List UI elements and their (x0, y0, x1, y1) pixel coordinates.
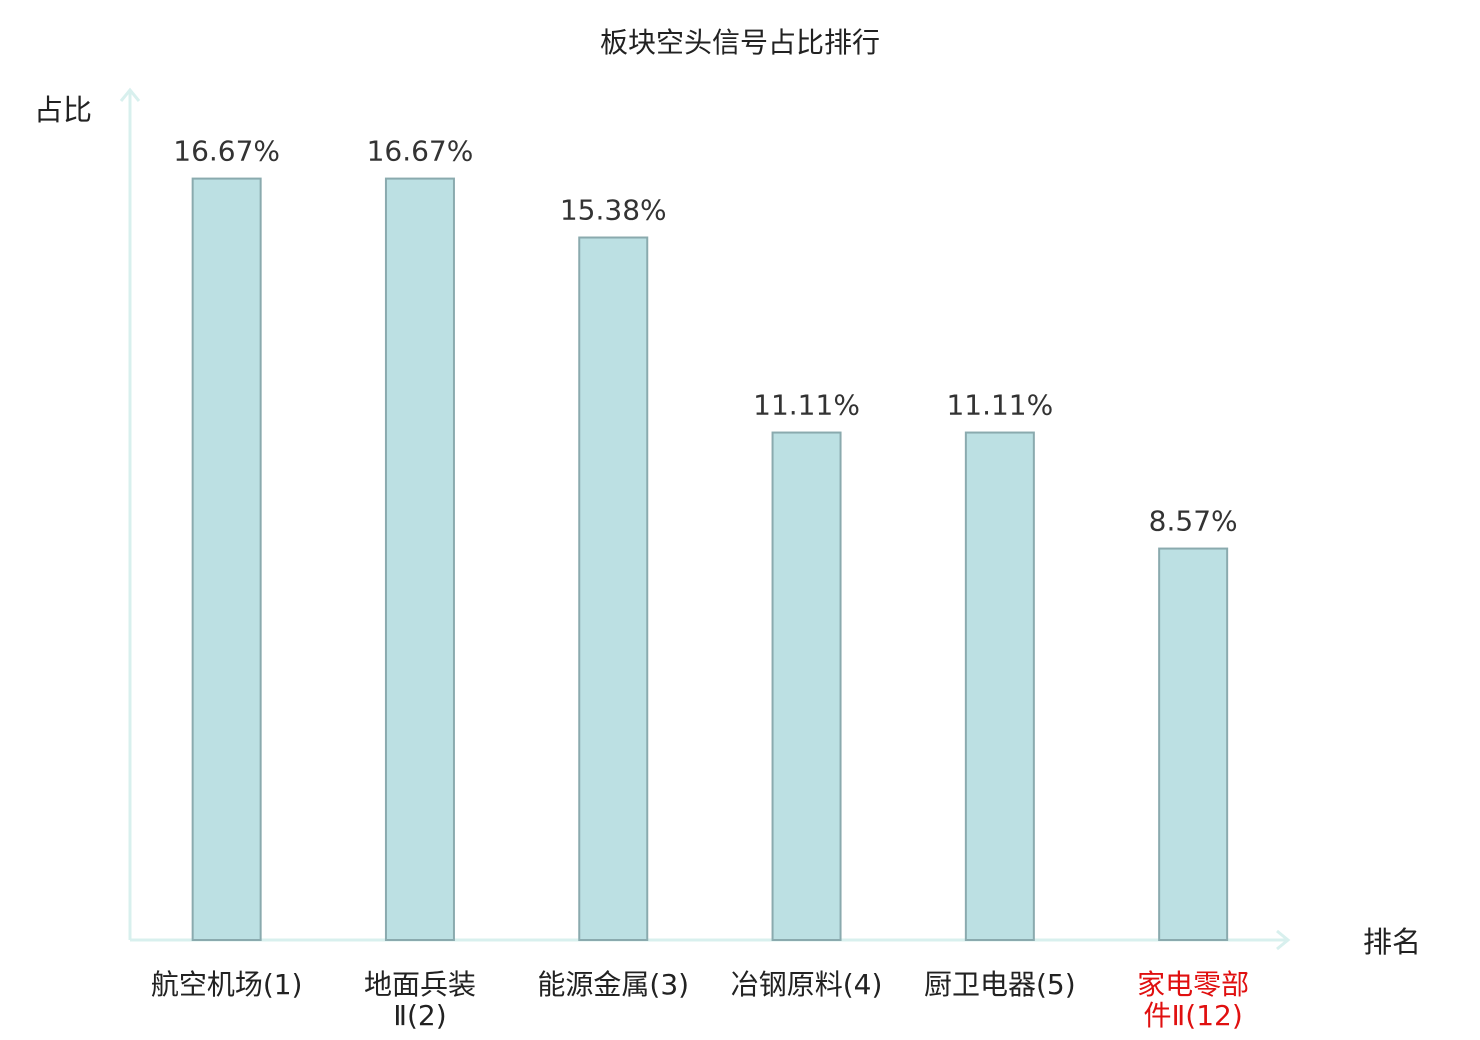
value-labels-group: 16.67% 16.67% 15.38% 11.11% 11.11% 8.57% (173, 135, 1237, 538)
bar-value-label: 15.38% (560, 194, 667, 227)
x-tick-label: 能源金属(3) (537, 968, 689, 1001)
bars-group (191, 177, 1229, 941)
bar-value-label: 11.11% (946, 389, 1053, 422)
bar (384, 177, 455, 941)
bar-value-label: 8.57% (1149, 505, 1238, 538)
x-tick-label: 地面兵装 (364, 968, 476, 1001)
bar-value-label: 11.11% (753, 389, 860, 422)
bar (578, 236, 649, 941)
y-axis-arrow (119, 87, 141, 102)
x-tick-label: 件Ⅱ(12) (1144, 999, 1243, 1032)
bar (191, 177, 262, 941)
bar (771, 431, 842, 941)
bar-value-label: 16.67% (173, 135, 280, 168)
x-axis-arrow (1276, 929, 1291, 951)
chart-title: 板块空头信号占比排行 (600, 26, 880, 59)
bar (1158, 547, 1229, 941)
x-tick-label: 厨卫电器(5) (924, 968, 1076, 1001)
axes (119, 87, 1291, 951)
y-axis-label: 占比 (34, 93, 92, 127)
x-axis-label: 排名 (1363, 925, 1421, 959)
x-tick-label: 家电零部 (1137, 968, 1249, 1001)
x-tick-label: 冶钢原料(4) (731, 968, 883, 1001)
bar-value-label: 16.67% (367, 135, 474, 168)
x-tick-label: Ⅱ(2) (393, 999, 446, 1032)
x-tick-label: 航空机场(1) (151, 968, 303, 1001)
bar (964, 431, 1035, 941)
